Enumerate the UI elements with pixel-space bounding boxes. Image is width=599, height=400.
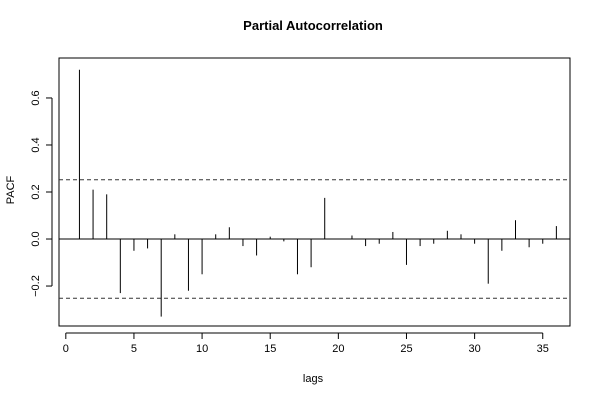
y-tick-label: −0.2 [30,275,42,297]
x-tick-label: 30 [468,343,480,355]
y-tick-label: 0.2 [30,184,42,199]
plot-frame [58,57,571,327]
x-tick-label: 25 [400,343,412,355]
x-tick-label: 15 [264,343,276,355]
x-axis: 0 5 10 15 20 25 30 35 [63,332,549,355]
y-tick-label: 0.6 [30,90,42,105]
reference-lines [59,179,570,299]
y-axis-label: PACF [5,175,17,204]
y-tick-label: 0.4 [30,137,42,152]
pacf-bars [78,69,557,317]
x-tick-label: 0 [63,343,69,355]
x-tick-label: 35 [537,343,549,355]
x-tick-label: 10 [196,343,208,355]
y-axis: −0.2 0.0 0.2 0.4 0.6 [30,90,53,297]
x-axis-label: lags [303,373,324,385]
x-tick-label: 20 [332,343,344,355]
y-tick-label: 0.0 [30,231,42,246]
x-tick-label: 5 [131,343,137,355]
chart-title: Partial Autocorrelation [243,18,383,33]
